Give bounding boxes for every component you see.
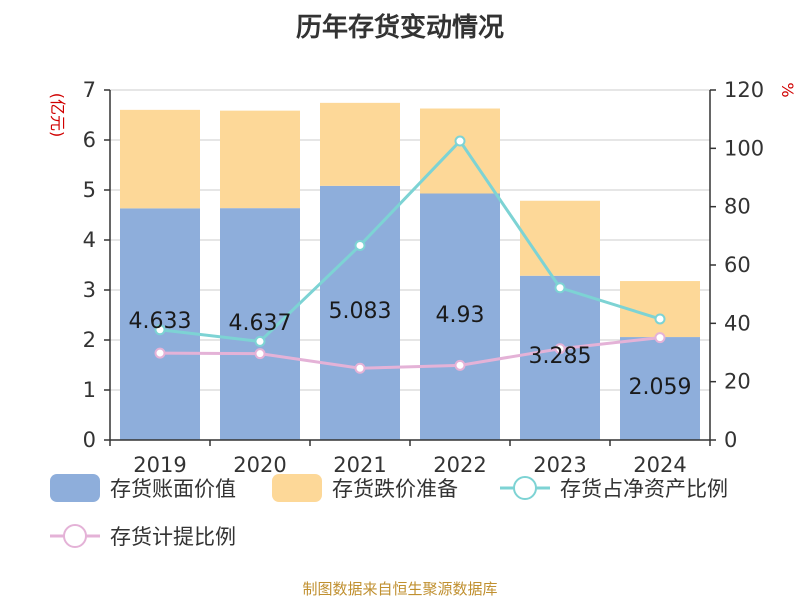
y-left-tick-label: 4 xyxy=(83,228,96,252)
series-point xyxy=(654,313,666,325)
chart-title: 历年存货变动情况 xyxy=(296,12,504,43)
series-point xyxy=(554,282,566,294)
y-right-label: % xyxy=(778,82,797,97)
legend-marker-icon xyxy=(63,524,87,548)
x-tick-label: 2024 xyxy=(633,453,686,477)
legend-swatch-icon xyxy=(272,474,322,502)
y-right-tick-label: 120 xyxy=(724,78,764,102)
y-right-tick-label: 20 xyxy=(724,370,751,394)
bar-impairment xyxy=(220,110,300,209)
x-tick-label: 2020 xyxy=(233,453,286,477)
bar-impairment xyxy=(620,281,700,338)
x-tick-label: 2019 xyxy=(133,453,186,477)
legend-label: 存货占净资产比例 xyxy=(560,477,728,501)
bars xyxy=(120,102,700,440)
series-point xyxy=(154,347,166,359)
series-line xyxy=(159,138,661,343)
series-point xyxy=(654,332,666,344)
data-label: 4.93 xyxy=(436,303,485,328)
bar-book-value xyxy=(520,275,600,440)
legend-marker-icon xyxy=(513,476,537,500)
data-label: 4.637 xyxy=(229,311,292,336)
series-point xyxy=(454,359,466,371)
bar-impairment xyxy=(120,109,200,209)
x-tick-label: 2021 xyxy=(333,453,386,477)
bar-book-value xyxy=(220,208,300,440)
bar-book-value xyxy=(620,337,700,440)
y-left-tick-label: 2 xyxy=(83,328,96,352)
series-point xyxy=(354,239,366,251)
legend-label: 存货计提比例 xyxy=(110,525,236,549)
source-note: 制图数据来自恒生聚源数据库 xyxy=(302,580,497,598)
axes: 0 1 2 3 4 5 6 7 0 20 40 60 80 100 120 2019 2020 2021 2022 2… xyxy=(83,78,764,477)
bar-impairment xyxy=(320,102,400,186)
data-label: 3.285 xyxy=(529,344,592,369)
y-right-tick-label: 100 xyxy=(724,136,764,160)
y-left-tick-label: 7 xyxy=(83,78,96,102)
y-left-tick-label: 0 xyxy=(83,428,96,452)
y-right-tick-label: 0 xyxy=(724,428,737,452)
legend-label: 存货跌价准备 xyxy=(332,477,458,501)
bar-impairment xyxy=(520,200,600,276)
y-left-tick-label: 3 xyxy=(83,278,96,302)
series-point xyxy=(254,335,266,347)
bar-book-value xyxy=(320,185,400,440)
y-left-tick-label: 1 xyxy=(83,378,96,402)
legend-swatch-icon xyxy=(50,474,100,502)
y-right-tick-label: 60 xyxy=(724,253,751,277)
series-point xyxy=(354,362,366,374)
series-point xyxy=(254,348,266,360)
y-left-tick-label: 5 xyxy=(83,178,96,202)
data-labels: 4.633 4.637 5.083 4.93 3.285 2.059 xyxy=(129,299,692,400)
series-point xyxy=(154,324,166,336)
series-point xyxy=(454,135,466,147)
lines xyxy=(154,135,666,374)
bar-book-value xyxy=(420,193,500,440)
bar-book-value xyxy=(120,208,200,440)
x-tick-label: 2023 xyxy=(533,453,586,477)
x-tick-label: 2022 xyxy=(433,453,486,477)
series-line xyxy=(159,336,661,370)
y-left-tick-label: 6 xyxy=(83,128,96,152)
series-point xyxy=(554,343,566,355)
data-label: 2.059 xyxy=(629,375,692,400)
gridlines xyxy=(110,89,710,391)
legend-label: 存货账面价值 xyxy=(110,477,236,501)
y-right-tick-label: 80 xyxy=(724,195,751,219)
data-label: 4.633 xyxy=(129,309,192,334)
y-right-tick-label: 40 xyxy=(724,311,751,335)
data-label: 5.083 xyxy=(329,299,392,324)
y-left-label: (亿元) xyxy=(48,93,67,138)
